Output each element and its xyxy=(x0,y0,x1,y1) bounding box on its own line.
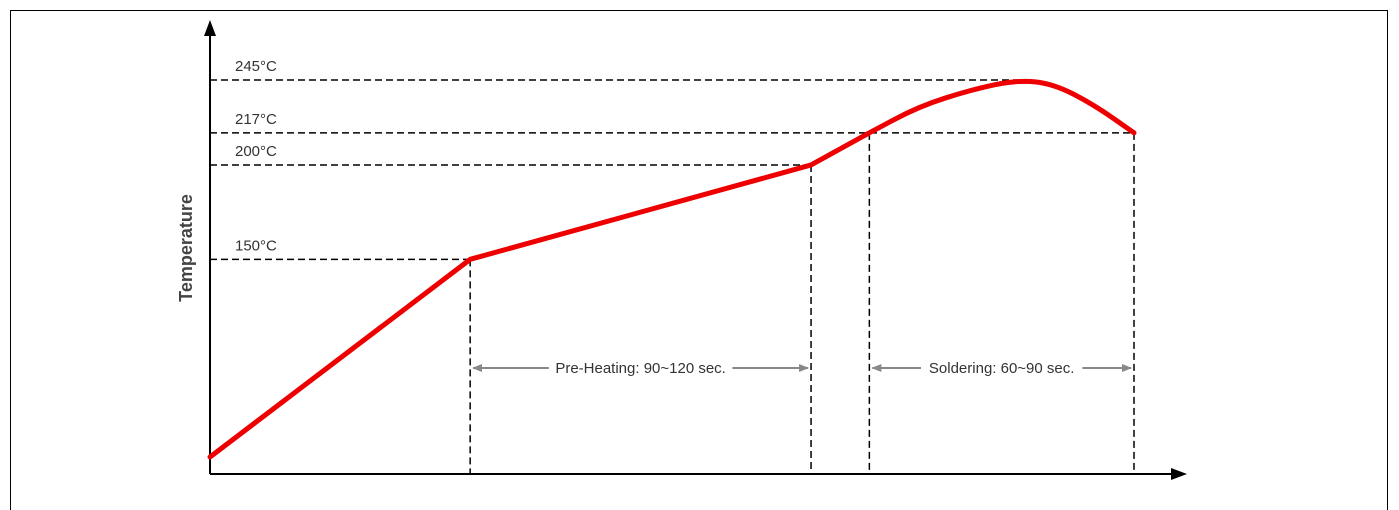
guide-lines xyxy=(210,79,1135,474)
chart-frame xyxy=(10,10,1388,510)
phase-label-1: Soldering: 60~90 sec. xyxy=(929,360,1075,377)
phase-annotations: Pre-Heating: 90~120 sec. Soldering: 60~90… xyxy=(472,360,1132,377)
phase-label-0: Pre-Heating: 90~120 sec. xyxy=(555,360,726,377)
ref-label-217: 217°C xyxy=(235,111,277,128)
y-axis-label: Temperature xyxy=(176,194,196,302)
reference-labels: 245°C 217°C 200°C 150°C xyxy=(235,58,277,254)
ref-label-150: 150°C xyxy=(235,237,277,254)
x-axis-arrow-icon xyxy=(1171,468,1187,480)
reflow-chart: Temperature 245°C 217°C 200°C 150°C Pre-Hea… xyxy=(176,20,1187,480)
ref-label-245: 245°C xyxy=(235,58,277,75)
y-axis-arrow-icon xyxy=(204,20,216,36)
ref-label-200: 200°C xyxy=(235,143,277,160)
profile-curve xyxy=(207,78,1137,460)
profile-curve-group xyxy=(207,78,1137,460)
